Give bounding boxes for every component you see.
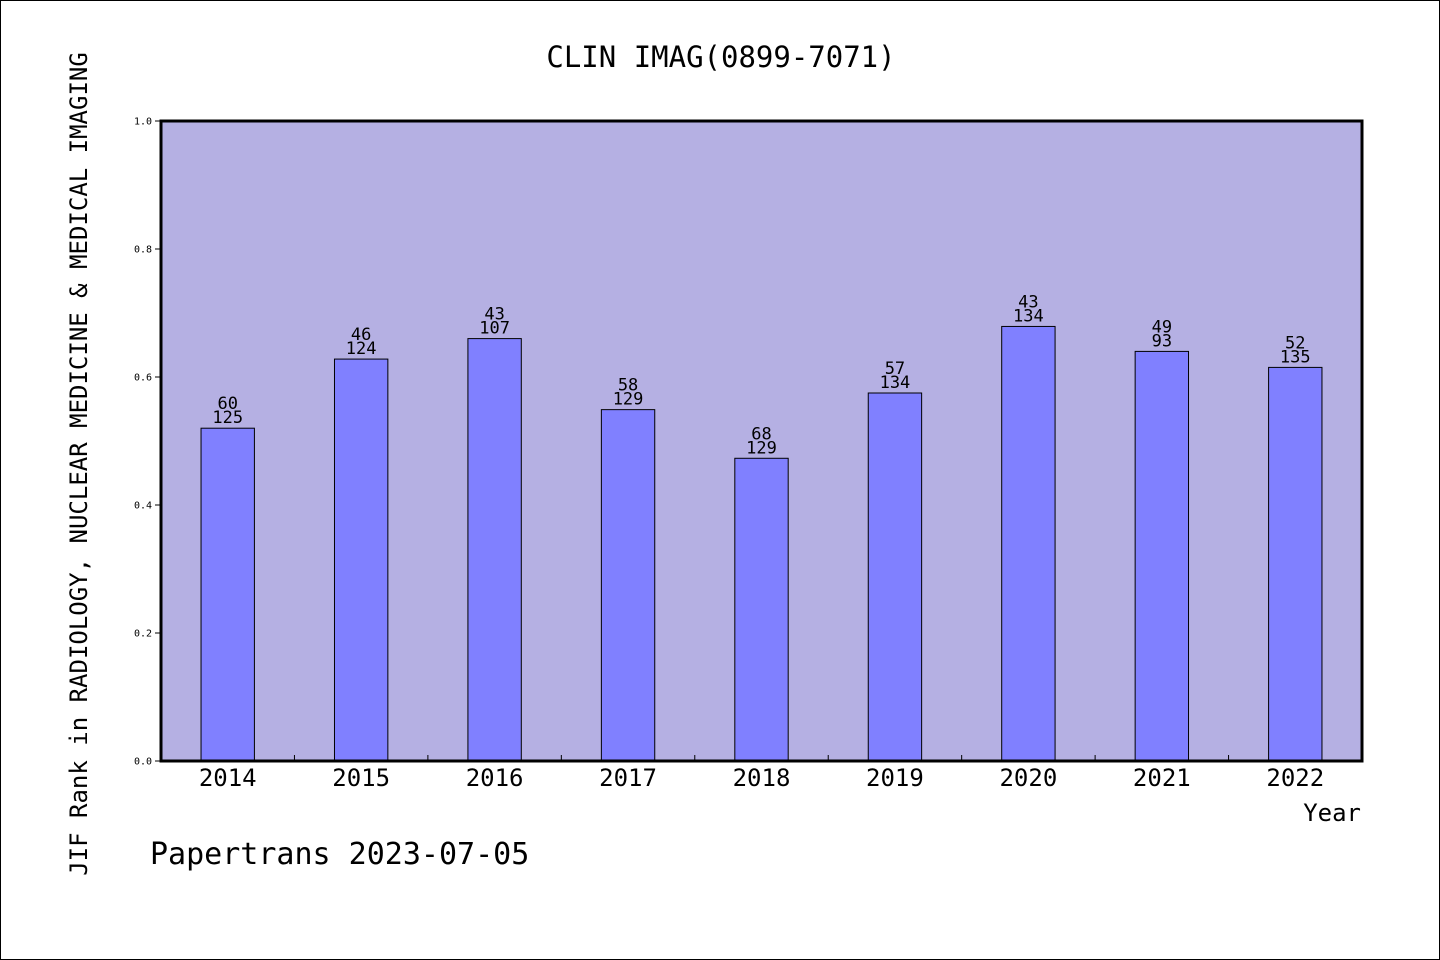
bar-2020 — [1001, 325, 1056, 762]
bar-2022 — [1268, 366, 1323, 762]
bar-rank-label: 57 — [885, 359, 905, 379]
bar-2018 — [734, 457, 789, 762]
bar-rank-label: 49 — [1152, 317, 1172, 337]
x-axis-label: Year — [1303, 799, 1361, 827]
bar-total-label: 93 — [1152, 331, 1172, 351]
x-tick-label: 2017 — [599, 764, 657, 792]
bar-rank-label: 58 — [618, 376, 638, 396]
y-axis-label: JIF Rank in RADIOLOGY, NUCLEAR MEDICINE … — [65, 52, 93, 876]
x-tick-label: 2014 — [199, 764, 257, 792]
bar-total-label: 134 — [880, 373, 911, 393]
bar-rank-label: 68 — [751, 424, 771, 444]
y-tick-label: 0.8 — [134, 245, 152, 256]
footer-watermark: Papertrans 2023-07-05 — [150, 837, 529, 872]
x-tick-label: 2021 — [1133, 764, 1191, 792]
chart-title: CLIN IMAG(0899-7071) — [546, 40, 895, 74]
bar-rank-label: 43 — [484, 305, 504, 325]
y-tick-label: 0.4 — [134, 501, 152, 512]
x-tick-label: 2016 — [466, 764, 524, 792]
x-tick-label: 2022 — [1266, 764, 1324, 792]
bar-total-label: 129 — [613, 390, 644, 410]
y-tick-label: 1.0 — [134, 117, 152, 128]
plot-border — [159, 119, 1364, 763]
y-axis-ticks: 0.0 0.2 0.4 0.6 0.8 1.0 — [134, 117, 161, 768]
bar-rank-label: 46 — [351, 325, 371, 345]
bar-2019 — [867, 392, 923, 762]
x-axis-ticks: 2014 2015 2016 2017 2018 2019 2020 2021 2022 — [199, 755, 1324, 792]
bar-total-label: 107 — [479, 319, 510, 339]
bar-rank-label: 52 — [1285, 333, 1305, 353]
x-tick-label: 2018 — [733, 764, 791, 792]
bar-group — [200, 325, 1323, 762]
bar-rank-label: 43 — [1018, 292, 1038, 312]
bar-2021 — [1134, 350, 1190, 762]
bar-total-label: 134 — [1013, 306, 1044, 326]
bar-total-label: 135 — [1280, 347, 1311, 367]
x-tick-label: 2015 — [332, 764, 390, 792]
bar-total-label: 124 — [346, 339, 377, 359]
bar-total-label: 125 — [212, 408, 243, 428]
x-tick-label: 2019 — [866, 764, 924, 792]
x-tick-label: 2020 — [999, 764, 1057, 792]
bar-2016 — [467, 338, 522, 762]
bar-total-label: 129 — [746, 438, 777, 458]
bar-2015 — [333, 358, 389, 762]
y-tick-label: 0.0 — [134, 757, 152, 768]
y-tick-label: 0.2 — [134, 629, 152, 640]
y-tick-label: 0.6 — [134, 373, 152, 384]
bar-2017 — [600, 409, 656, 762]
bar-rank-label: 60 — [217, 394, 237, 414]
bar-2014 — [200, 427, 255, 762]
